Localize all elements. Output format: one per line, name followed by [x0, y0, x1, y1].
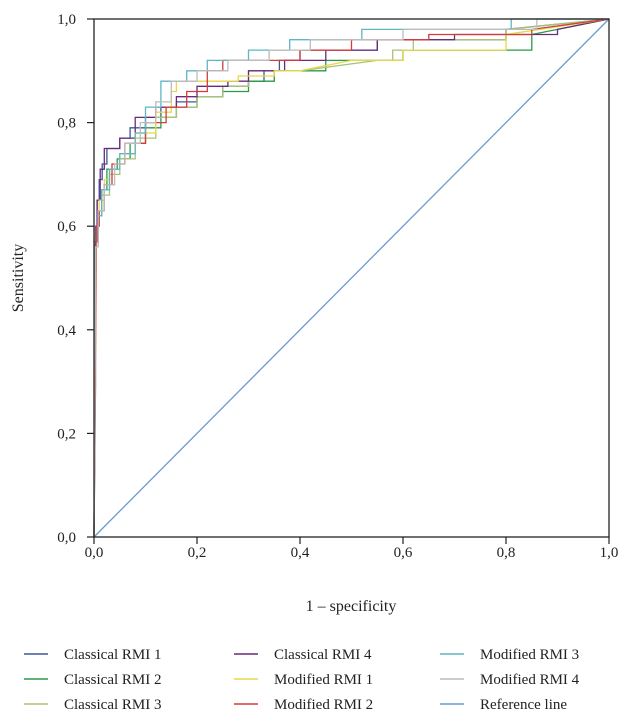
y-tick-label: 0,4	[57, 323, 76, 339]
legend-label-classical-rmi-3: Classical RMI 3	[64, 697, 162, 713]
x-tick-label: 0,2	[188, 545, 207, 561]
y-tick-label: 0,0	[57, 530, 76, 546]
legend-label-modified-rmi-4: Modified RMI 4	[480, 672, 580, 688]
series-line-modified-rmi-3	[93, 18, 609, 538]
y-tick-label: 0,2	[57, 426, 76, 442]
x-tick-label: 0,0	[85, 545, 104, 561]
y-axis-label: Sensitivity	[10, 244, 27, 312]
x-axis: 0,0 0,2 0,4 0,6 0,8 1,0	[85, 537, 619, 561]
legend: Classical RMI 1 Classical RMI 2 Classical …	[24, 647, 580, 713]
y-tick-label: 1,0	[57, 12, 76, 28]
x-tick-label: 1,0	[600, 545, 619, 561]
x-tick-label: 0,4	[291, 545, 310, 561]
series-layer	[93, 18, 610, 538]
legend-label-reference-line: Reference line	[480, 697, 567, 713]
x-tick-label: 0,6	[394, 545, 413, 561]
legend-label-modified-rmi-1: Modified RMI 1	[274, 672, 373, 688]
y-axis: 0,0 0,2 0,4 0,6 0,8 1,0	[57, 12, 94, 546]
plot-frame	[93, 18, 610, 538]
legend-label-modified-rmi-2: Modified RMI 2	[274, 697, 373, 713]
series-line-modified-rmi-4	[93, 18, 609, 538]
y-tick-label: 0,8	[57, 116, 76, 132]
legend-label-modified-rmi-3: Modified RMI 3	[480, 647, 579, 663]
x-axis-label: 1 – specificity	[306, 598, 397, 615]
legend-label-classical-rmi-1: Classical RMI 1	[64, 647, 162, 663]
y-tick-label: 0,6	[57, 219, 76, 235]
legend-label-classical-rmi-2: Classical RMI 2	[64, 672, 162, 688]
legend-label-classical-rmi-4: Classical RMI 4	[274, 647, 372, 663]
x-tick-label: 0,8	[497, 545, 516, 561]
series-line-reference-line	[93, 18, 610, 538]
